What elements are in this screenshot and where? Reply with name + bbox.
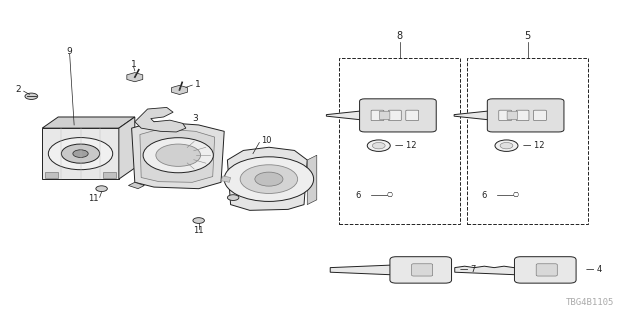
Bar	[339, 58, 461, 224]
Polygon shape	[42, 117, 135, 128]
Polygon shape	[227, 147, 307, 210]
Circle shape	[193, 218, 204, 223]
Circle shape	[495, 140, 518, 151]
Polygon shape	[307, 155, 317, 204]
Polygon shape	[132, 122, 224, 189]
Text: — 4: — 4	[586, 265, 602, 275]
Polygon shape	[330, 265, 399, 275]
FancyBboxPatch shape	[507, 111, 518, 120]
Text: 9: 9	[67, 47, 72, 56]
Circle shape	[73, 150, 88, 157]
Text: 10: 10	[261, 136, 272, 145]
Circle shape	[224, 157, 314, 201]
Circle shape	[372, 142, 385, 149]
FancyBboxPatch shape	[516, 110, 529, 121]
Text: 2: 2	[16, 85, 21, 94]
Text: 5: 5	[524, 30, 531, 41]
Circle shape	[227, 195, 239, 200]
FancyBboxPatch shape	[45, 172, 58, 178]
Polygon shape	[172, 85, 188, 94]
Circle shape	[367, 140, 390, 151]
FancyBboxPatch shape	[390, 257, 452, 283]
Circle shape	[96, 186, 108, 192]
Circle shape	[240, 165, 298, 194]
Polygon shape	[127, 73, 143, 82]
Polygon shape	[119, 117, 135, 179]
Polygon shape	[454, 110, 500, 121]
Text: 3: 3	[192, 114, 198, 123]
Circle shape	[61, 144, 100, 163]
Text: 8: 8	[397, 30, 403, 41]
Text: ⎔: ⎔	[387, 192, 393, 198]
FancyBboxPatch shape	[515, 257, 576, 283]
FancyBboxPatch shape	[412, 264, 433, 276]
Circle shape	[156, 144, 200, 166]
Polygon shape	[140, 129, 214, 182]
Polygon shape	[455, 266, 524, 275]
FancyBboxPatch shape	[388, 110, 401, 121]
Text: 11: 11	[88, 194, 99, 203]
Text: 11: 11	[193, 226, 204, 235]
Polygon shape	[221, 176, 230, 182]
Polygon shape	[326, 110, 372, 121]
FancyBboxPatch shape	[487, 99, 564, 132]
FancyBboxPatch shape	[380, 111, 390, 120]
Text: 6: 6	[481, 190, 486, 200]
FancyBboxPatch shape	[499, 110, 511, 121]
Text: ⎔: ⎔	[513, 192, 519, 198]
FancyBboxPatch shape	[534, 110, 547, 121]
Text: — 12: — 12	[396, 141, 417, 150]
FancyBboxPatch shape	[360, 99, 436, 132]
Circle shape	[25, 93, 38, 100]
FancyBboxPatch shape	[536, 264, 557, 276]
Text: 1: 1	[131, 60, 136, 69]
Polygon shape	[129, 182, 145, 189]
FancyBboxPatch shape	[371, 110, 384, 121]
Text: 1: 1	[195, 80, 200, 89]
Circle shape	[255, 172, 283, 186]
FancyBboxPatch shape	[406, 110, 419, 121]
Circle shape	[143, 138, 213, 173]
Text: — 7: — 7	[461, 265, 477, 275]
Polygon shape	[135, 108, 186, 132]
Bar	[467, 58, 588, 224]
Text: TBG4B1105: TBG4B1105	[565, 298, 614, 307]
Circle shape	[500, 142, 513, 149]
FancyBboxPatch shape	[103, 172, 116, 178]
Text: — 12: — 12	[523, 141, 545, 150]
Text: 6: 6	[355, 190, 360, 200]
Circle shape	[49, 138, 113, 170]
FancyBboxPatch shape	[42, 128, 119, 179]
